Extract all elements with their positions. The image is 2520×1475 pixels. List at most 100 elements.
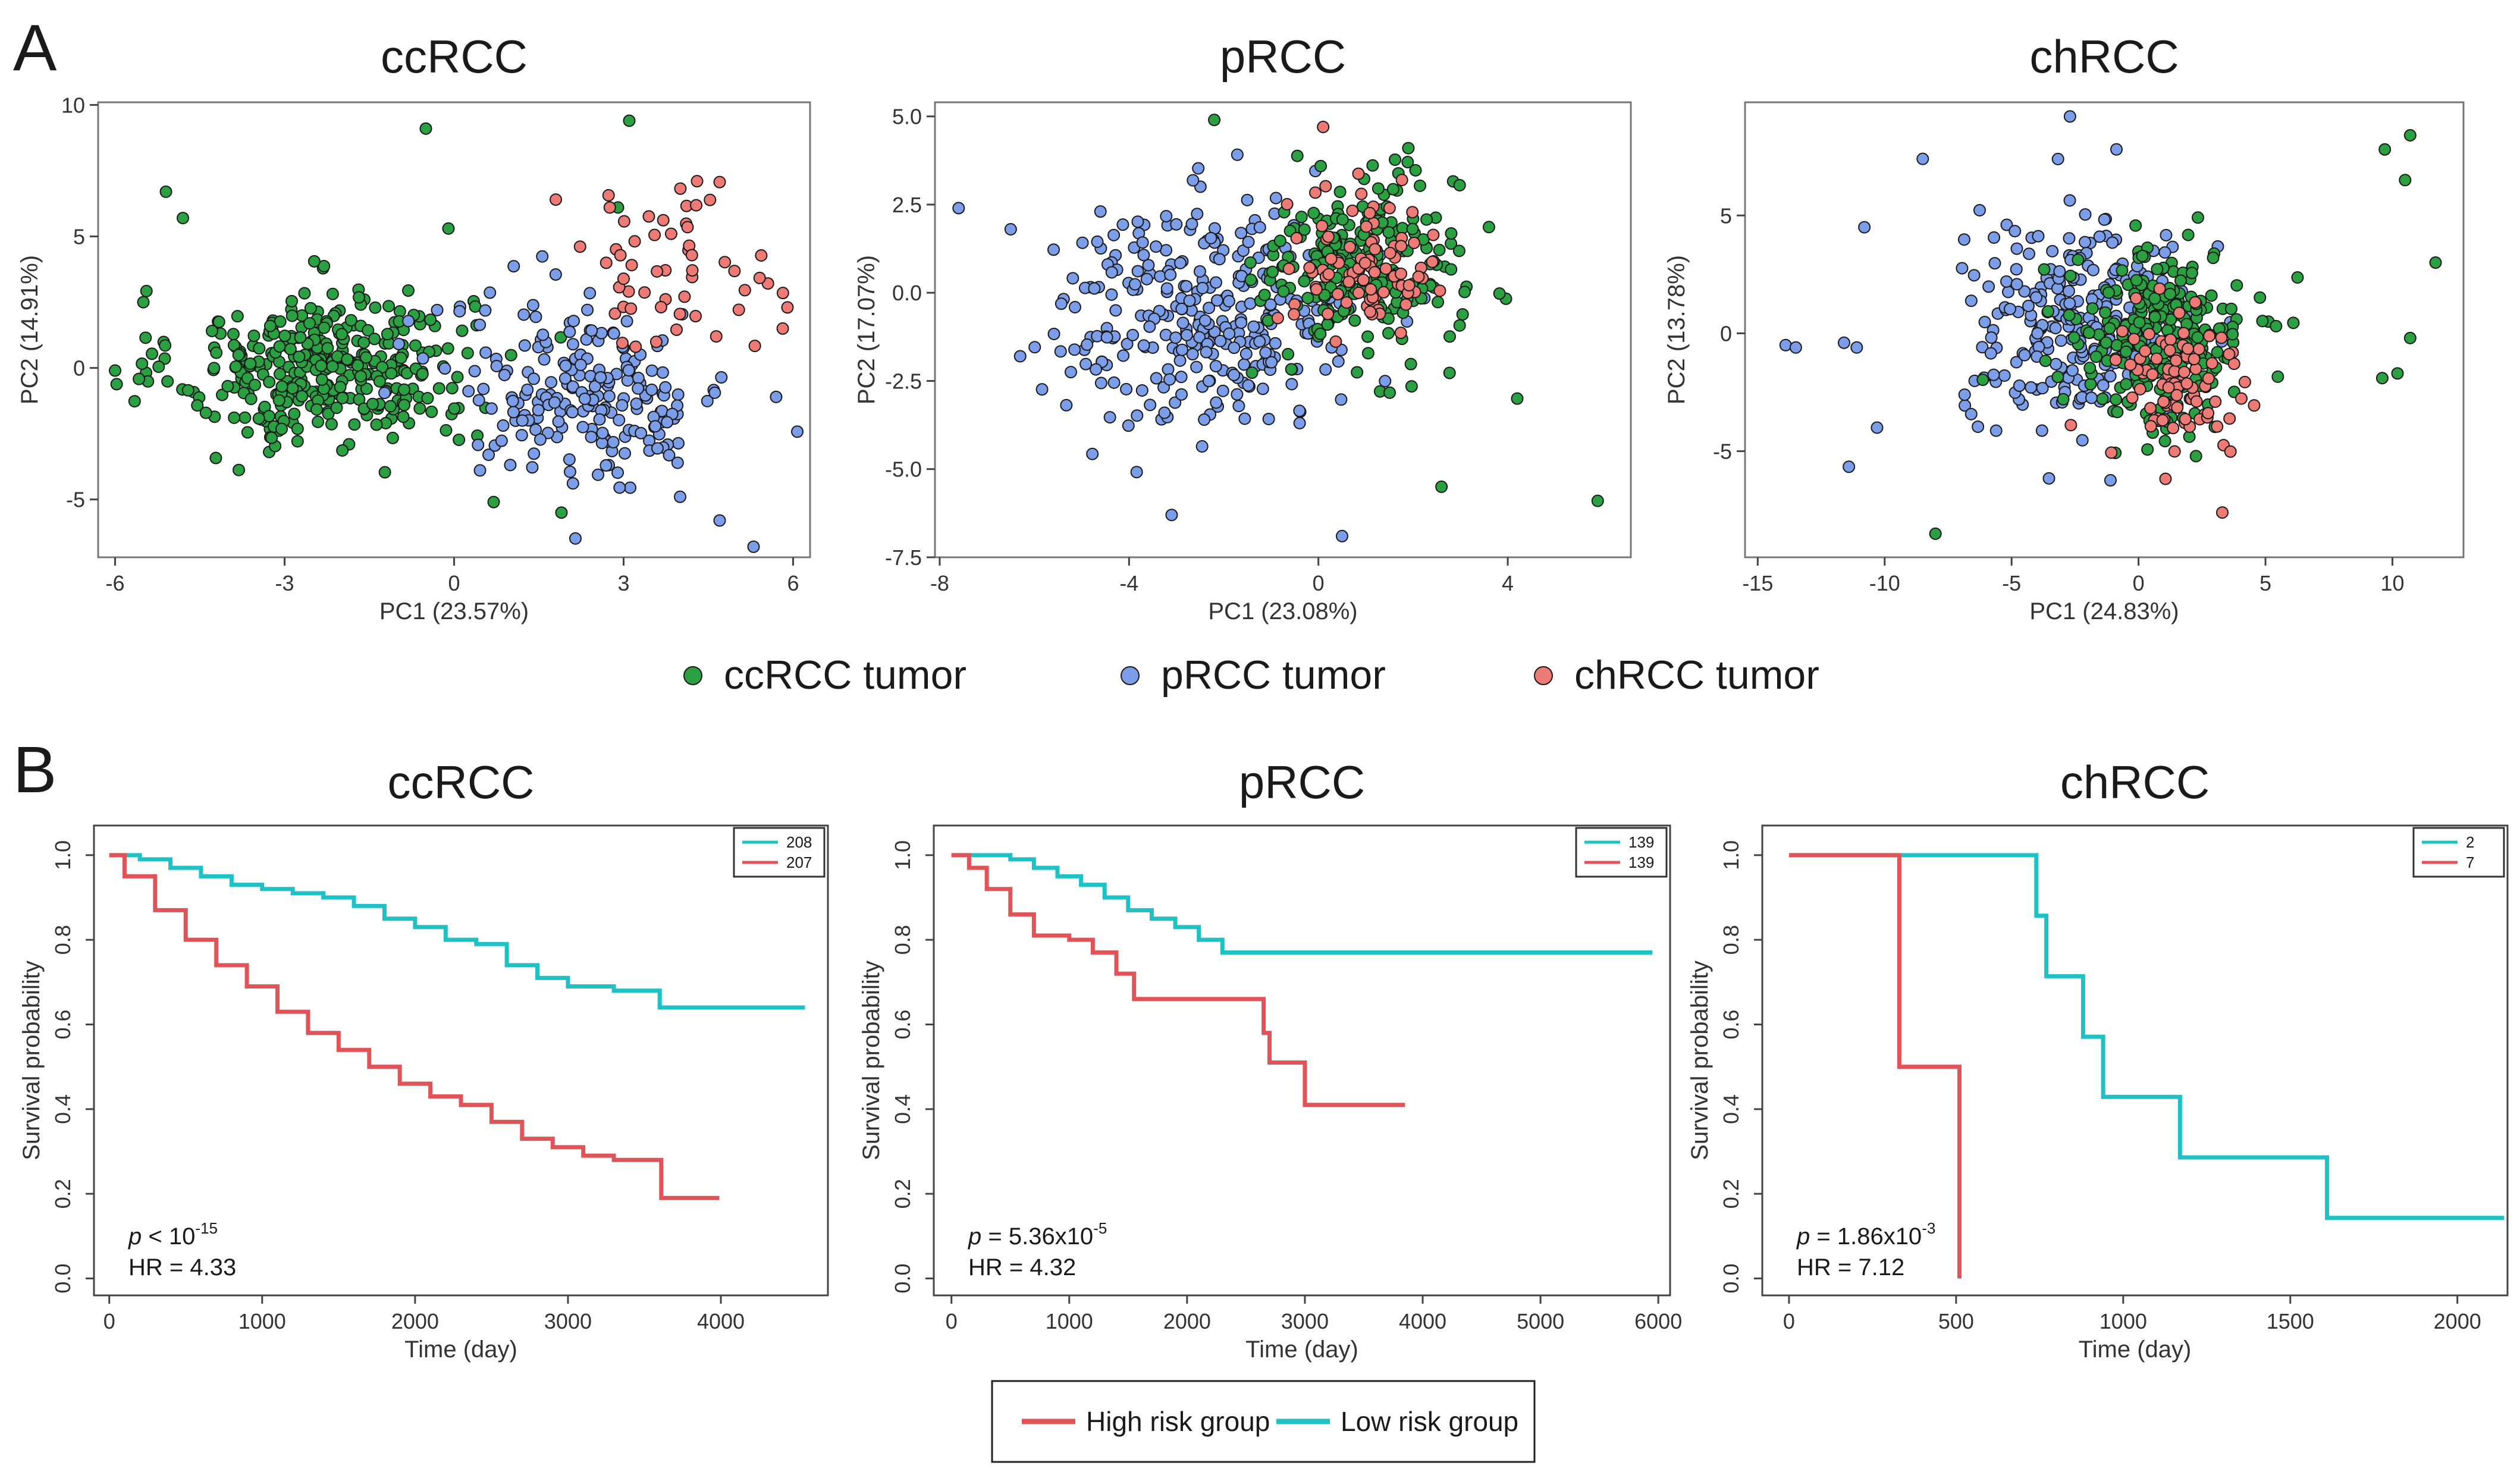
data-point (1277, 285, 1290, 298)
data-point (2133, 316, 2146, 329)
data-point (791, 425, 804, 438)
data-point (1239, 347, 1253, 360)
data-point (657, 214, 670, 227)
data-point (2051, 371, 2064, 384)
data-point (1228, 368, 1241, 381)
data-point (368, 332, 381, 346)
data-point (1363, 206, 1376, 219)
data-point (1150, 240, 1163, 253)
data-point (718, 256, 732, 269)
data-point (109, 364, 121, 377)
data-point (607, 435, 620, 448)
km-legend-label: 139 (1628, 853, 1654, 871)
data-point (566, 380, 579, 393)
data-point (1253, 221, 1266, 234)
data-point (2018, 349, 2031, 362)
data-point (1964, 407, 1978, 420)
data-point (2110, 143, 2123, 156)
data-point (445, 382, 459, 395)
data-point (199, 406, 212, 419)
data-point (210, 346, 223, 359)
data-point (2177, 366, 2191, 379)
data-point (485, 402, 498, 415)
data-point (2254, 291, 2267, 304)
data-point (526, 461, 539, 474)
data-point (2054, 334, 2067, 347)
data-point (468, 365, 481, 378)
x-tick-label: 3000 (1281, 1309, 1329, 1333)
plot-4-ccrcc: ccRCC 0 1000 2000 3000 4000 0.0 0.2 0.4 0.6 0.8 1.0… (18, 756, 829, 1363)
y-tick-label: 0.4 (51, 1094, 75, 1124)
data-point (2063, 232, 2076, 245)
data-point (2076, 434, 2089, 447)
data-point (1144, 398, 1157, 412)
y-tick-label: 0.6 (51, 1009, 75, 1039)
data-point (2086, 263, 2100, 277)
data-point (360, 382, 373, 396)
data-point (1195, 440, 1209, 453)
x-tick-label: 1500 (2267, 1309, 2314, 1333)
data-point (1406, 206, 1419, 219)
data-point (140, 284, 153, 297)
pca-legend-marker-chrcc-tumor (1534, 666, 1553, 685)
data-point (2050, 357, 2063, 371)
plot-frame (93, 824, 829, 1297)
data-point (1401, 156, 1414, 169)
data-point (2063, 297, 2076, 310)
data-point (1047, 243, 1060, 256)
data-point (241, 426, 254, 439)
data-point (1395, 267, 1408, 280)
data-point (635, 426, 648, 440)
data-point (1973, 203, 1986, 216)
data-point (704, 193, 717, 206)
data-point (2271, 370, 2284, 383)
data-point (2104, 370, 2117, 383)
data-point (654, 300, 667, 313)
data-point (1047, 327, 1060, 340)
y-tick-label: -5 (66, 488, 85, 512)
data-point (1158, 406, 1171, 419)
data-point (2031, 327, 2044, 340)
data-point (600, 256, 613, 269)
data-point (1298, 275, 1311, 288)
data-point (2136, 249, 2149, 262)
data-point (2066, 364, 2079, 377)
pca-legend-label-prcc-tumor: pRCC tumor (1161, 652, 1386, 698)
data-point (573, 240, 586, 253)
data-point (1235, 316, 1248, 329)
data-point (1929, 527, 1942, 540)
data-point (2010, 263, 2023, 276)
data-point (1322, 230, 1335, 243)
data-point (2191, 211, 2204, 224)
data-point (574, 358, 587, 371)
data-point (2224, 302, 2237, 315)
data-point (2148, 310, 2161, 324)
data-point (2256, 315, 2269, 328)
data-point (563, 465, 576, 478)
data-point (576, 420, 589, 434)
data-point (2399, 174, 2412, 187)
data-point (649, 420, 662, 433)
data-point (2182, 228, 2195, 241)
data-point (359, 351, 372, 364)
data-point (2150, 352, 2163, 365)
data-point (291, 422, 304, 435)
data-point (191, 399, 204, 412)
data-point (516, 414, 529, 427)
data-point (617, 272, 630, 285)
data-point (490, 360, 503, 373)
data-point (2205, 357, 2218, 370)
data-point (2063, 194, 2076, 207)
data-point (2032, 230, 2045, 243)
data-point (2168, 445, 2181, 458)
data-point (528, 447, 541, 460)
data-point (1176, 316, 1190, 329)
plot-frame (97, 101, 811, 558)
data-point (2009, 225, 2022, 238)
y-axis-title: PC2 (17.07%) (853, 255, 880, 404)
data-point (1122, 419, 1135, 432)
data-point (1290, 231, 1303, 244)
data-point (498, 368, 511, 381)
data-point (2000, 218, 2013, 231)
